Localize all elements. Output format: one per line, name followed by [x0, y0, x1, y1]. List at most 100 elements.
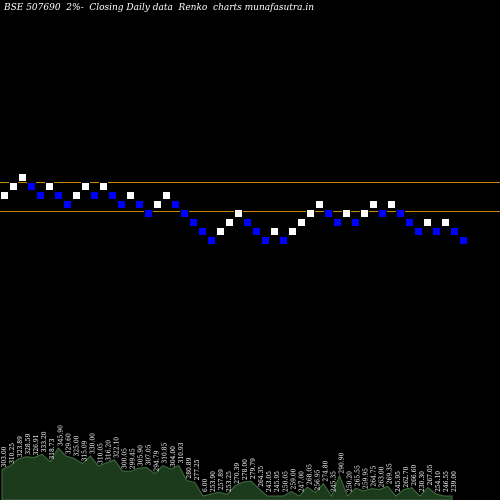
down-brick [459, 236, 468, 245]
up-brick [360, 209, 369, 218]
volume-label: 267.05 [427, 464, 434, 485]
volume-label: 269.35 [387, 463, 394, 484]
volume-label: 262.70 [403, 466, 410, 487]
volume-label: 257.89 [218, 469, 225, 490]
up-brick [9, 182, 18, 191]
volume-label: 299.45 [130, 448, 137, 469]
volume-label: 247.00 [298, 471, 305, 492]
down-brick [432, 227, 441, 236]
volume-label: 323.89 [17, 436, 24, 457]
down-brick [171, 200, 180, 209]
volume-label: 307.05 [146, 444, 153, 465]
down-brick [252, 227, 261, 236]
volume-label: 294.79 [154, 450, 161, 471]
volume-label: 303.00 [1, 446, 8, 467]
down-brick [378, 209, 387, 218]
up-brick [126, 191, 135, 200]
up-brick [315, 200, 324, 209]
volume-label: 256.95 [314, 469, 321, 490]
down-brick [261, 236, 270, 245]
up-brick [162, 191, 171, 200]
down-brick [144, 209, 153, 218]
up-brick [297, 218, 306, 227]
down-brick [63, 200, 72, 209]
down-brick [117, 200, 126, 209]
volume-label: 322.10 [114, 437, 121, 458]
volume-label: 253.90 [210, 471, 217, 492]
down-brick [198, 227, 207, 236]
up-brick [72, 191, 81, 200]
down-brick [324, 209, 333, 218]
volume-label: 310.85 [162, 442, 169, 463]
volume-label: 250.20 [347, 471, 354, 492]
down-brick [54, 191, 63, 200]
down-brick [243, 218, 252, 227]
volume-labels-layer: 303.00 310.25 323.89 328.59 326.91 333.20 318.… [1, 425, 458, 492]
volume-label: 245.35 [331, 471, 338, 492]
up-brick [234, 209, 243, 218]
down-brick [396, 209, 405, 218]
up-brick [387, 200, 396, 209]
up-brick [342, 209, 351, 218]
down-brick [405, 218, 414, 227]
up-brick [306, 209, 315, 218]
down-brick [351, 218, 360, 227]
volume-label: 245.95 [395, 471, 402, 492]
down-brick [450, 227, 459, 236]
volume-label: 310.93 [178, 442, 185, 463]
up-brick [423, 218, 432, 227]
chart-title: BSE 507690 2%- Closing Daily data Renko … [4, 3, 315, 13]
down-brick [414, 227, 423, 236]
volume-label: 304.00 [170, 446, 177, 467]
down-brick [90, 191, 99, 200]
volume-label: 325.00 [73, 435, 80, 456]
down-brick [108, 191, 117, 200]
volume-label: 279.79 [250, 458, 257, 479]
up-brick [225, 218, 234, 227]
up-brick [99, 182, 108, 191]
volume-label: 333.20 [41, 431, 48, 452]
volume-area-layer [1, 447, 453, 500]
volume-label: 310.05 [97, 443, 104, 464]
down-brick [279, 236, 288, 245]
volume-label: 274.80 [322, 460, 329, 481]
up-brick [0, 191, 9, 200]
volume-label: 264.75 [371, 465, 378, 486]
volume-label: 253.25 [226, 471, 233, 492]
up-brick [18, 173, 27, 182]
volume-label: 326.91 [33, 435, 40, 456]
up-brick [369, 200, 378, 209]
volume-label: 246.55 [443, 471, 450, 492]
volume-label: 330.00 [89, 433, 96, 454]
volume-label: 277.25 [194, 459, 201, 480]
volume-label: 329.60 [65, 433, 72, 454]
up-brick [441, 218, 450, 227]
volume-label: 245.95 [274, 471, 281, 492]
volume-label: 318.73 [49, 438, 56, 459]
down-brick [189, 218, 198, 227]
bricks-layer [0, 173, 468, 245]
down-brick [333, 218, 342, 227]
volume-label: 265.55 [355, 465, 362, 486]
up-brick [45, 182, 54, 191]
volume-label: 250.05 [282, 471, 289, 492]
down-brick [207, 236, 216, 245]
volume-label: 266.60 [411, 465, 418, 486]
down-brick [180, 209, 189, 218]
volume-label: 259.95 [363, 468, 370, 489]
volume-label: 328.59 [25, 434, 32, 455]
volume-label: 280.89 [186, 457, 193, 478]
volume-area [1, 447, 453, 500]
volume-label: 316.20 [106, 440, 113, 461]
volume-label: 239.00 [451, 471, 458, 492]
volume-label: 278.00 [242, 459, 249, 480]
volume-label: 263.00 [379, 466, 386, 487]
up-brick [270, 227, 279, 236]
up-brick [216, 227, 225, 236]
volume-label: 310.25 [9, 443, 16, 464]
volume-label: 259.00 [290, 468, 297, 489]
up-brick [288, 227, 297, 236]
volume-label: 230.30 [419, 471, 426, 492]
